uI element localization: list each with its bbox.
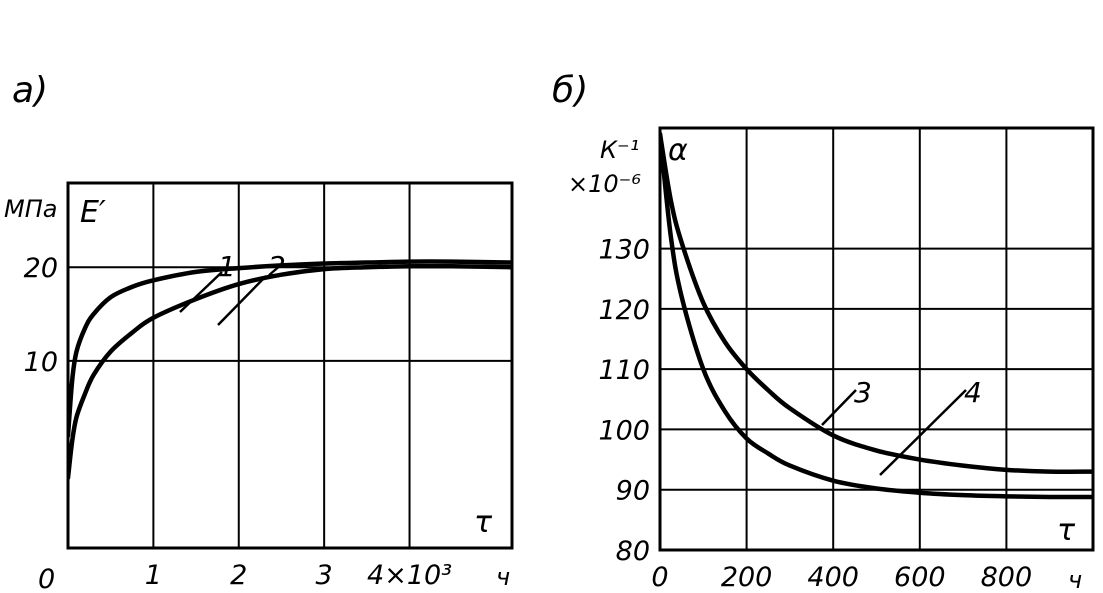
- chart-b-y-scale-label: ×10⁻⁶: [568, 170, 641, 198]
- chart-a-y-label: E′: [80, 195, 106, 230]
- chart-a-x-tick-label: 2: [230, 560, 247, 591]
- chart-a-series-2-label: 2: [268, 250, 286, 283]
- chart-b-series-3-line: [660, 131, 1093, 475]
- chart-b-frame: [658, 126, 1095, 552]
- chart-a-x-label: τ: [474, 505, 493, 540]
- chart-b-x-tick-label: 0: [651, 562, 668, 593]
- chart-b-curves: [660, 131, 1093, 500]
- chart-a-series-1-line: [68, 259, 512, 438]
- chart-b-panel-label: б): [552, 70, 588, 111]
- chart-b-x-tick-label: 200: [721, 562, 773, 593]
- chart-b-series-4-line: [660, 131, 1093, 500]
- chart-b-x-tick-label: 800: [981, 562, 1033, 593]
- chart-b-tick-labels: 0 200 400 600 800 80 90 100 110 120 130: [598, 235, 1032, 593]
- chart-b-y-tick-label: 80: [616, 536, 650, 567]
- chart-a-series-1-leader: [179, 271, 223, 313]
- chart-b-grid: [660, 128, 1093, 550]
- chart-a-y-tick-label: 20: [24, 253, 58, 284]
- chart-b-series-3-leader: [821, 389, 857, 426]
- chart-b-y-tick-label: 120: [598, 295, 650, 326]
- chart-b-x-label: τ: [1057, 513, 1076, 548]
- chart-b-y-tick-label: 110: [598, 355, 650, 386]
- chart-b-series-4-leader: [879, 389, 967, 476]
- chart-a-x-unit: ч: [496, 563, 510, 591]
- chart-a-series-2-line: [68, 263, 512, 481]
- chart-b: б) К⁻¹ ×10⁻⁶ α τ ч 0 200 400 600 800 80 90 100 1…: [552, 70, 1095, 593]
- chart-a-x-tick-label: 1: [145, 560, 162, 591]
- chart-a-x-tick-label: 4×10³: [367, 560, 452, 591]
- chart-a-x-tick-label: 3: [316, 560, 333, 591]
- chart-b-y-tick-label: 100: [598, 415, 650, 446]
- chart-b-y-tick-label: 90: [616, 476, 650, 507]
- chart-b-x-tick-label: 600: [894, 562, 946, 593]
- chart-a-y-unit: МПа: [4, 195, 57, 223]
- chart-b-y-unit: К⁻¹: [600, 136, 639, 164]
- chart-b-series-4-label: 4: [964, 376, 982, 409]
- chart-a-series-1-label: 1: [218, 250, 236, 283]
- chart-a-frame: [66, 181, 514, 550]
- chart-a-series-2-leader: [217, 275, 267, 326]
- chart-b-series-3-label: 3: [854, 376, 872, 409]
- chart-b-x-tick-label: 400: [807, 562, 859, 593]
- chart-a-curves: [68, 259, 512, 481]
- chart-b-x-unit: ч: [1068, 566, 1082, 593]
- chart-b-y-tick-label: 130: [598, 235, 650, 266]
- chart-b-y-label: α: [668, 133, 688, 168]
- chart-a-panel-label: а): [12, 70, 48, 111]
- chart-a-grid: [68, 183, 512, 548]
- chart-a-origin-label: 0: [38, 564, 55, 593]
- chart-a-y-tick-label: 10: [24, 347, 58, 378]
